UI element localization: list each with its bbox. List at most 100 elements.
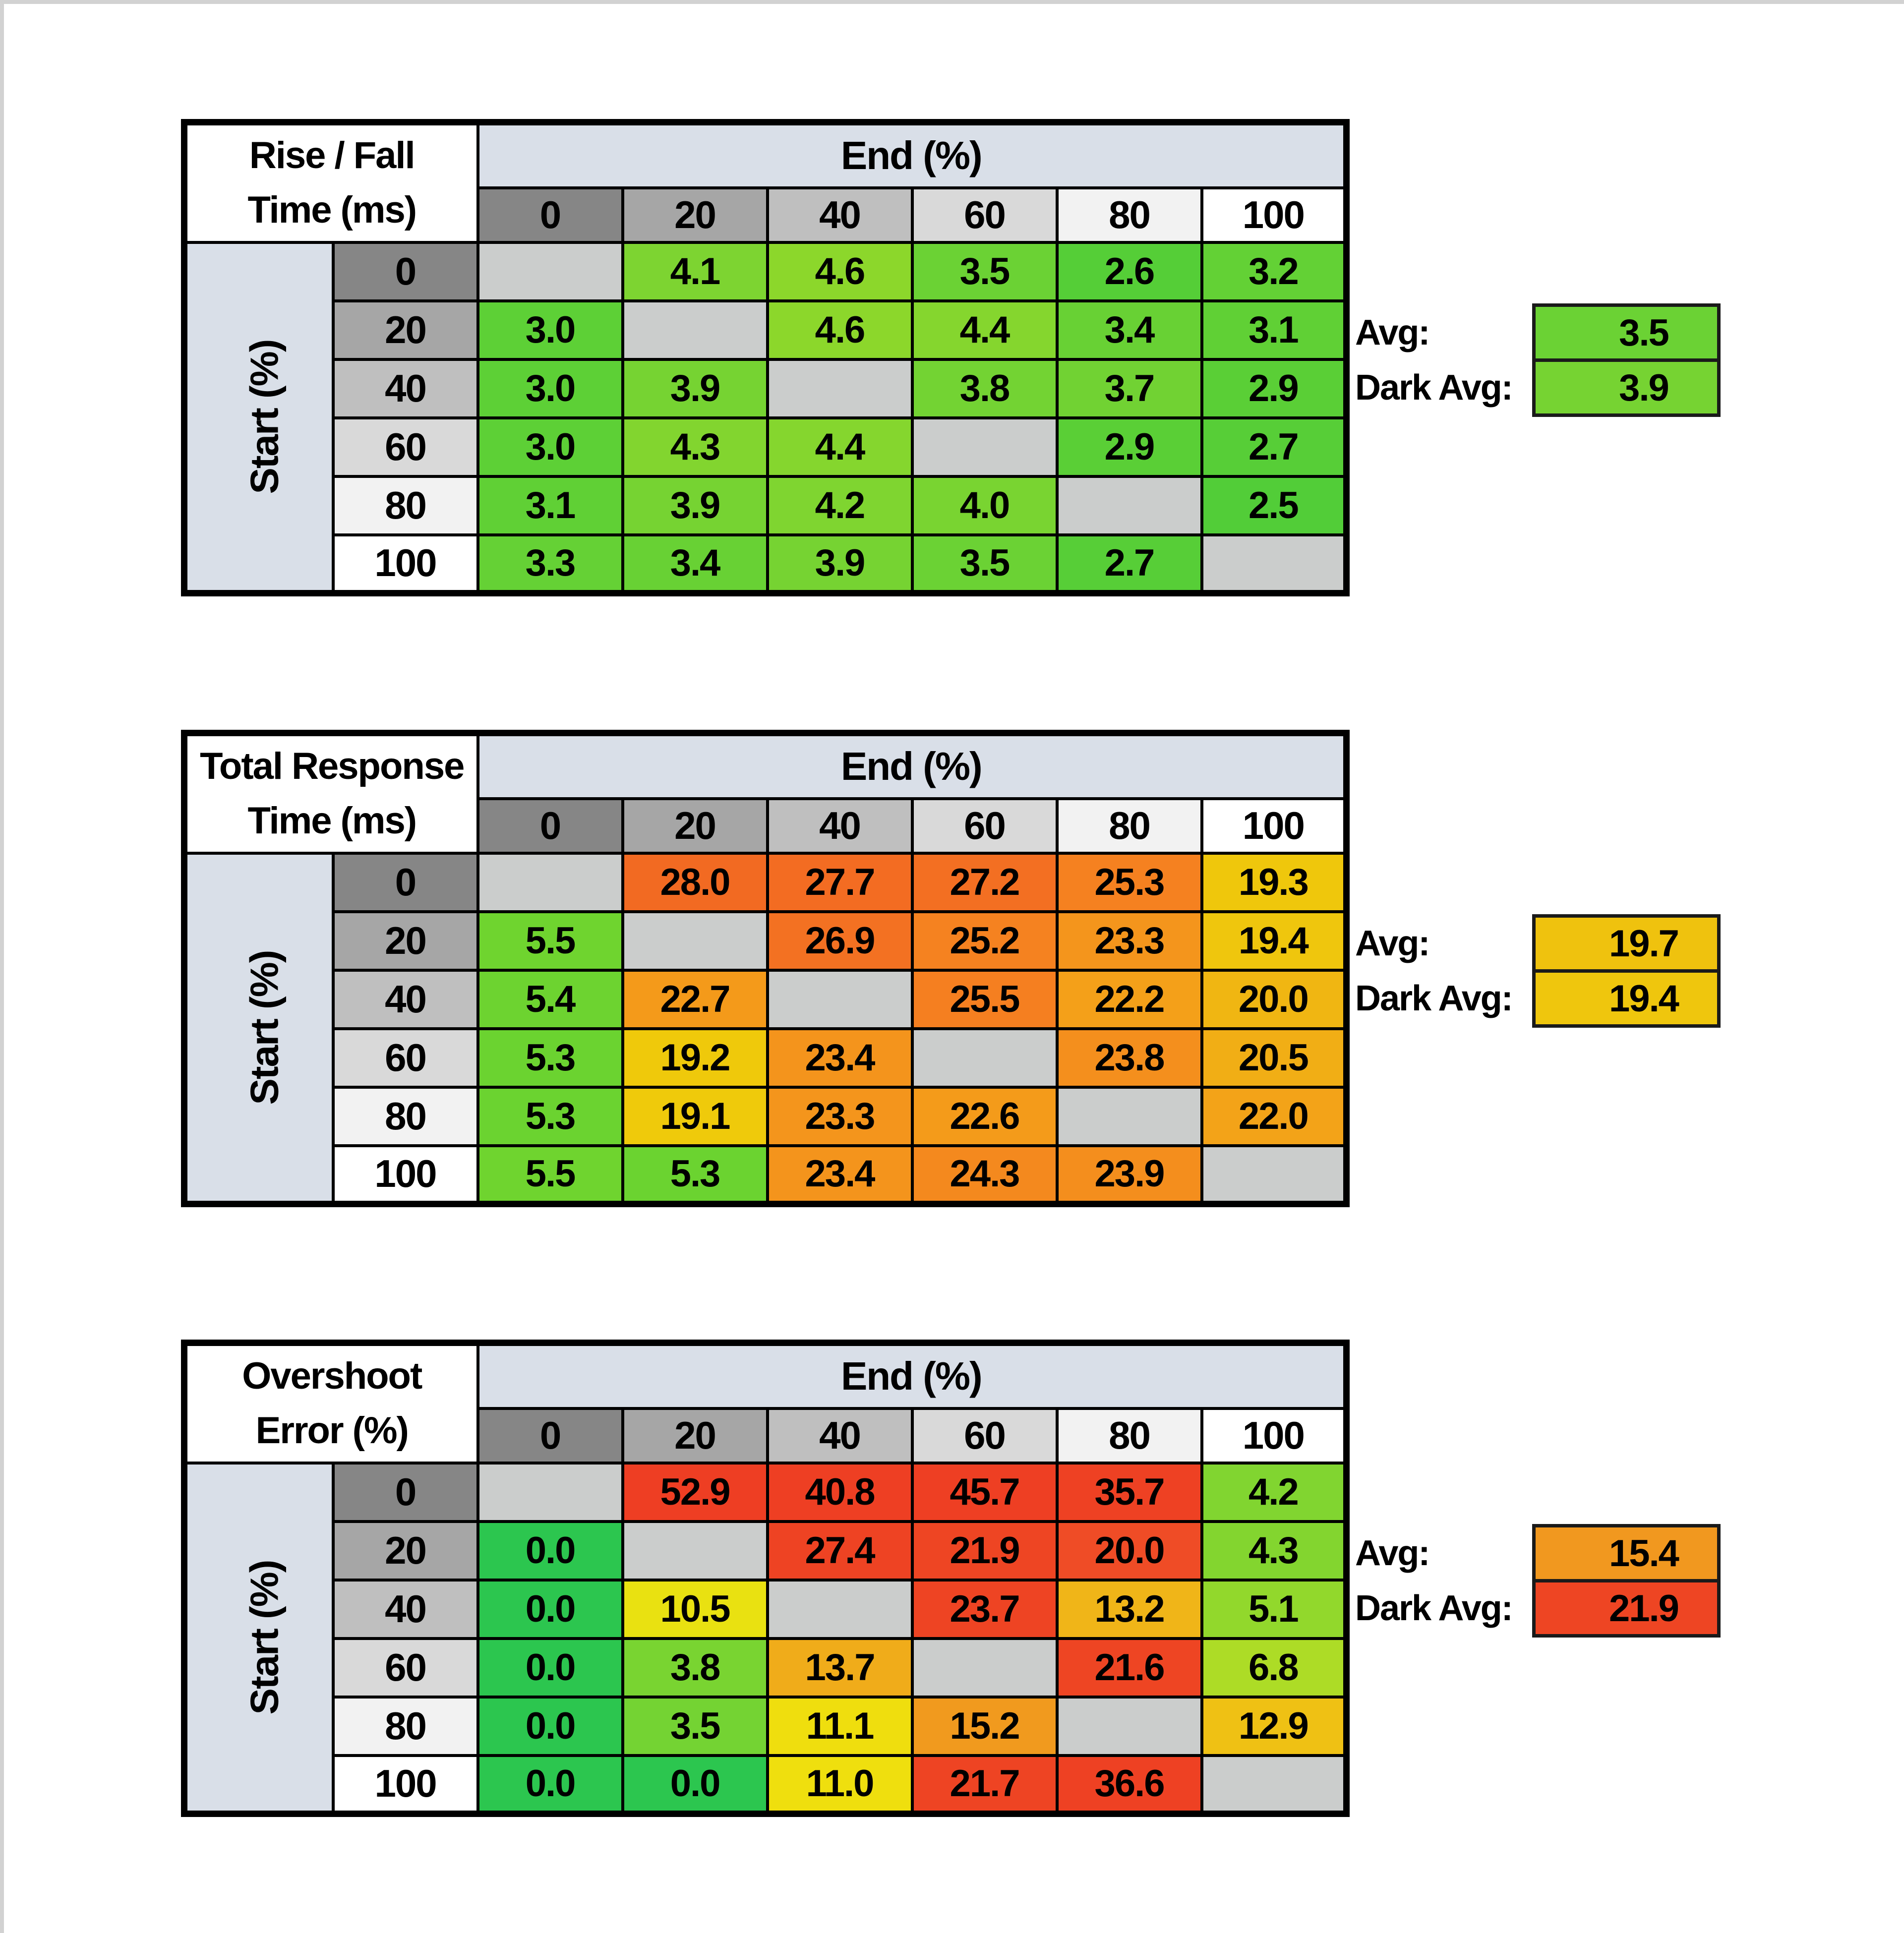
data-cell: 11.0 — [766, 1754, 914, 1816]
data-cell: 52.9 — [621, 1461, 769, 1523]
y-axis-label-cell: Start (%) — [182, 1461, 335, 1816]
x-axis-label: End (%) — [476, 120, 1348, 189]
table-title-line: Overshoot — [242, 1355, 422, 1398]
data-cell: 23.9 — [1055, 1144, 1203, 1206]
data-cell: 3.5 — [621, 1695, 769, 1757]
data-cell: 3.0 — [476, 416, 624, 478]
diagonal-cell — [1200, 533, 1348, 595]
data-cell: 0.0 — [476, 1578, 624, 1640]
data-cell: 23.4 — [766, 1027, 914, 1089]
data-cell: 35.7 — [1055, 1461, 1203, 1523]
data-cell: 0.0 — [476, 1754, 624, 1816]
data-cell: 3.1 — [476, 474, 624, 536]
avg-value-box: 3.5 — [1532, 303, 1721, 362]
heatmap-section-3: Overshoot Error (%) End (%) 0 20 40 60 80 100 Sta… — [181, 1340, 1897, 1817]
heatmap-section-1: Rise / Fall Time (ms) End (%) 0 20 40 60 80 100 S… — [181, 119, 1897, 596]
diagonal-cell — [476, 851, 624, 913]
data-cell: 11.1 — [766, 1695, 914, 1757]
diagonal-cell — [1055, 1085, 1203, 1147]
dark-avg-stat-row: Dark Avg: 21.9 — [1355, 1579, 1721, 1638]
data-cell: 21.6 — [1055, 1637, 1203, 1699]
data-cell: 5.5 — [476, 1144, 624, 1206]
col-header-cell: 20 — [621, 186, 769, 244]
dark-avg-label: Dark Avg: — [1355, 979, 1513, 1018]
data-cell: 5.1 — [1200, 1578, 1348, 1640]
col-header-cell: 0 — [476, 797, 624, 855]
col-header-cell: 60 — [910, 186, 1059, 244]
data-cell: 21.7 — [910, 1754, 1059, 1816]
data-cell: 25.3 — [1055, 851, 1203, 913]
diagonal-cell — [910, 416, 1059, 478]
row-header-cell: 0 — [331, 851, 479, 913]
data-cell: 4.4 — [910, 299, 1059, 361]
data-cell: 3.9 — [621, 474, 769, 536]
row-header-cell: 60 — [331, 1027, 479, 1089]
data-cell: 23.3 — [1055, 910, 1203, 972]
data-cell: 36.6 — [1055, 1754, 1203, 1816]
y-axis-label: Start (%) — [242, 1560, 287, 1715]
data-cell: 3.3 — [476, 533, 624, 595]
data-cell: 3.4 — [621, 533, 769, 595]
data-cell: 19.1 — [621, 1085, 769, 1147]
data-cell: 4.3 — [1200, 1520, 1348, 1582]
data-cell: 24.3 — [910, 1144, 1059, 1206]
col-header-cell: 20 — [621, 797, 769, 855]
data-cell: 20.0 — [1200, 968, 1348, 1030]
table-title-line: Time (ms) — [247, 800, 417, 842]
table-title: Rise / Fall Time (ms) — [182, 120, 479, 244]
data-cell: 3.1 — [1200, 299, 1348, 361]
data-cell: 10.5 — [621, 1578, 769, 1640]
data-cell: 2.7 — [1055, 533, 1203, 595]
data-cell: 22.7 — [621, 968, 769, 1030]
data-cell: 27.7 — [766, 851, 914, 913]
avg-value-box: 15.4 — [1532, 1524, 1721, 1582]
data-cell: 3.8 — [910, 357, 1059, 419]
col-header-cell: 60 — [910, 797, 1059, 855]
table-title-line: Rise / Fall — [249, 134, 416, 177]
diagonal-cell — [910, 1027, 1059, 1089]
avg-label: Avg: — [1355, 924, 1430, 963]
data-cell: 4.4 — [766, 416, 914, 478]
avg-label: Avg: — [1355, 313, 1430, 352]
data-cell: 4.2 — [766, 474, 914, 536]
avg-stat-row: Avg: 19.7 — [1355, 914, 1721, 973]
row-header-cell: 0 — [331, 240, 479, 302]
col-header-cell: 0 — [476, 1406, 624, 1464]
data-cell: 13.2 — [1055, 1578, 1203, 1640]
data-cell: 3.9 — [766, 533, 914, 595]
diagonal-cell — [476, 240, 624, 302]
diagonal-cell — [1200, 1144, 1348, 1206]
data-cell: 3.8 — [621, 1637, 769, 1699]
data-cell: 12.9 — [1200, 1695, 1348, 1757]
data-cell: 4.0 — [910, 474, 1059, 536]
data-cell: 27.2 — [910, 851, 1059, 913]
data-cell: 4.6 — [766, 299, 914, 361]
avg-stat-row: Avg: 3.5 — [1355, 303, 1721, 362]
data-cell: 23.8 — [1055, 1027, 1203, 1089]
data-cell: 45.7 — [910, 1461, 1059, 1523]
data-cell: 19.2 — [621, 1027, 769, 1089]
diagonal-cell — [910, 1637, 1059, 1699]
data-cell: 25.5 — [910, 968, 1059, 1030]
avg-label: Avg: — [1355, 1533, 1430, 1573]
data-cell: 23.3 — [766, 1085, 914, 1147]
data-cell: 2.9 — [1200, 357, 1348, 419]
data-cell: 13.7 — [766, 1637, 914, 1699]
data-cell: 19.3 — [1200, 851, 1348, 913]
row-header-cell: 40 — [331, 1578, 479, 1640]
y-axis-label: Start (%) — [242, 950, 287, 1105]
col-header-cell: 100 — [1200, 797, 1348, 855]
row-header-cell: 100 — [331, 1144, 479, 1206]
heatmap-table: Rise / Fall Time (ms) End (%) 0 20 40 60 80 100 S… — [181, 119, 1350, 596]
data-cell: 22.2 — [1055, 968, 1203, 1030]
data-cell: 23.7 — [910, 1578, 1059, 1640]
data-cell: 3.5 — [910, 240, 1059, 302]
data-cell: 20.0 — [1055, 1520, 1203, 1582]
diagonal-cell — [476, 1461, 624, 1523]
data-cell: 5.4 — [476, 968, 624, 1030]
row-header-cell: 80 — [331, 474, 479, 536]
data-cell: 22.6 — [910, 1085, 1059, 1147]
col-header-cell: 100 — [1200, 186, 1348, 244]
row-header-cell: 60 — [331, 1637, 479, 1699]
data-cell: 19.4 — [1200, 910, 1348, 972]
